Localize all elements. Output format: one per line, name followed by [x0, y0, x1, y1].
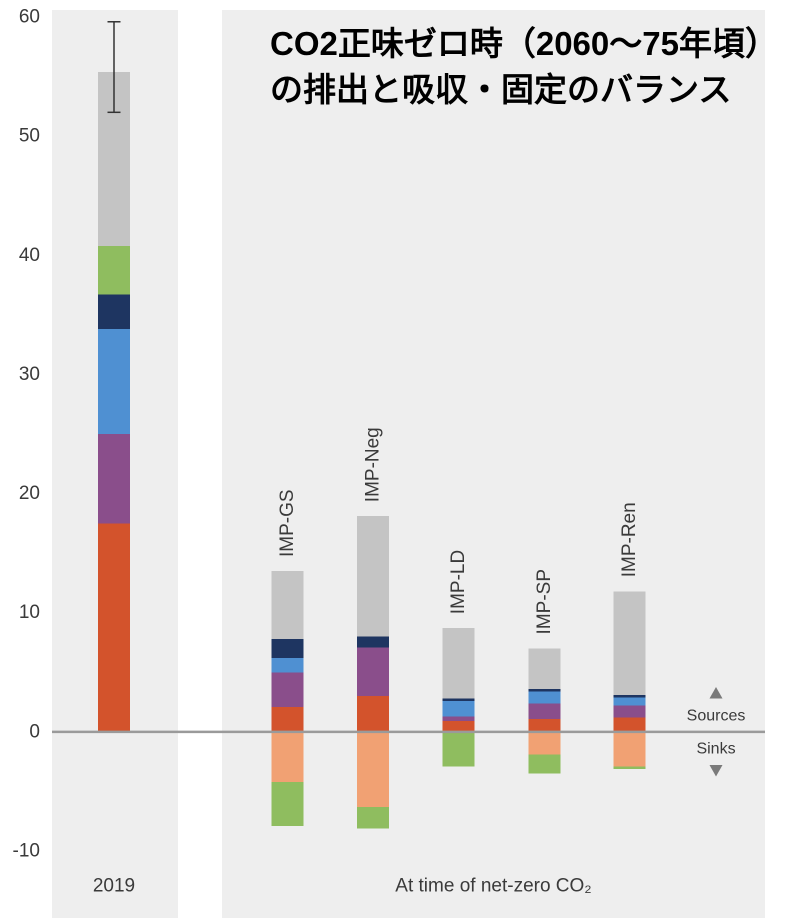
bar-segment [442, 716, 475, 722]
bar-segment [357, 647, 389, 697]
bar-segment [357, 636, 389, 648]
bar-label: IMP-GS [277, 489, 298, 557]
bar-segment [271, 657, 304, 673]
sinks-label: Sinks [696, 741, 735, 758]
bar-segment [271, 731, 304, 782]
triangle-up-icon [709, 687, 723, 699]
bar-segment [271, 706, 304, 732]
bar-segment [613, 717, 646, 732]
bar-segment [98, 523, 130, 732]
bar-label: IMP-SP [534, 569, 555, 634]
bar-segment [613, 694, 646, 698]
bar-segment [98, 294, 130, 330]
y-axis: -10 0 10 20 30 40 50 60 [13, 7, 40, 862]
bar-segment [528, 691, 561, 704]
y-tick-label: 60 [19, 7, 40, 28]
panel-net-zero-background [222, 10, 765, 918]
chart-title-line-1: CO2正味ゼロ時（2060〜75年頃） [270, 25, 778, 62]
bar-segment [528, 703, 561, 719]
bar-segment [528, 731, 561, 755]
y-tick-label: 40 [19, 245, 40, 266]
bar-label: IMP-LD [448, 550, 469, 614]
sources-sinks-key: Sources Sinks [687, 687, 746, 777]
bar-segment [528, 688, 561, 692]
bar-segment [442, 698, 475, 701]
bar-segment [442, 721, 475, 732]
y-tick-label: 30 [19, 364, 40, 385]
y-tick-label: 50 [19, 126, 40, 147]
sources-label: Sources [687, 708, 746, 725]
bar-labels: IMP-GS IMP-Neg IMP-LD IMP-SP IMP-Ren [277, 427, 640, 634]
category-label-bottom: 2019 [93, 876, 135, 897]
stacked-bar [98, 71, 130, 732]
bar-segment [613, 591, 646, 695]
chart-title-line-2: の排出と吸収・固定のバランス [270, 71, 732, 108]
bar-segment [98, 245, 130, 295]
stacked-bar [271, 571, 304, 826]
stacked-bar [613, 591, 646, 769]
bar-segment [613, 766, 646, 769]
bar-segment [98, 434, 130, 524]
chart-title: CO2正味ゼロ時（2060〜75年頃） の排出と吸収・固定のバランス [270, 21, 778, 113]
bar-segment [442, 700, 475, 717]
bar-label: IMP-Neg [363, 427, 384, 502]
bar-segment [613, 705, 646, 718]
bar-segment [357, 516, 389, 637]
triangle-down-icon [709, 765, 723, 777]
x-group-label: At time of net-zero CO₂ [395, 876, 591, 897]
bar-segment [357, 696, 389, 732]
bar-segments [98, 71, 646, 829]
y-tick-label: 10 [19, 602, 40, 623]
bar-segment [271, 638, 304, 658]
bar-segment [271, 571, 304, 639]
bar-segment [528, 648, 561, 689]
bar-segment [357, 806, 389, 829]
bar-segment [613, 731, 646, 767]
bar-segment [98, 329, 130, 434]
error-bars [107, 21, 121, 114]
bar-segment [357, 731, 389, 807]
stacked-bar [357, 516, 389, 829]
bar-segment [442, 628, 475, 699]
y-tick-label: -10 [13, 841, 40, 862]
bar-label: IMP-Ren [619, 502, 640, 577]
stacked-bar [442, 628, 475, 767]
bar-segment [528, 718, 561, 732]
y-tick-label: 20 [19, 483, 40, 504]
bar-segment [528, 754, 561, 774]
bar-segment [613, 697, 646, 706]
bar-segment [442, 731, 475, 767]
bar-segment [271, 781, 304, 826]
y-tick-label: 0 [29, 721, 40, 742]
bar-segment [271, 672, 304, 707]
error-bar [107, 21, 121, 114]
stacked-bar [528, 648, 561, 774]
